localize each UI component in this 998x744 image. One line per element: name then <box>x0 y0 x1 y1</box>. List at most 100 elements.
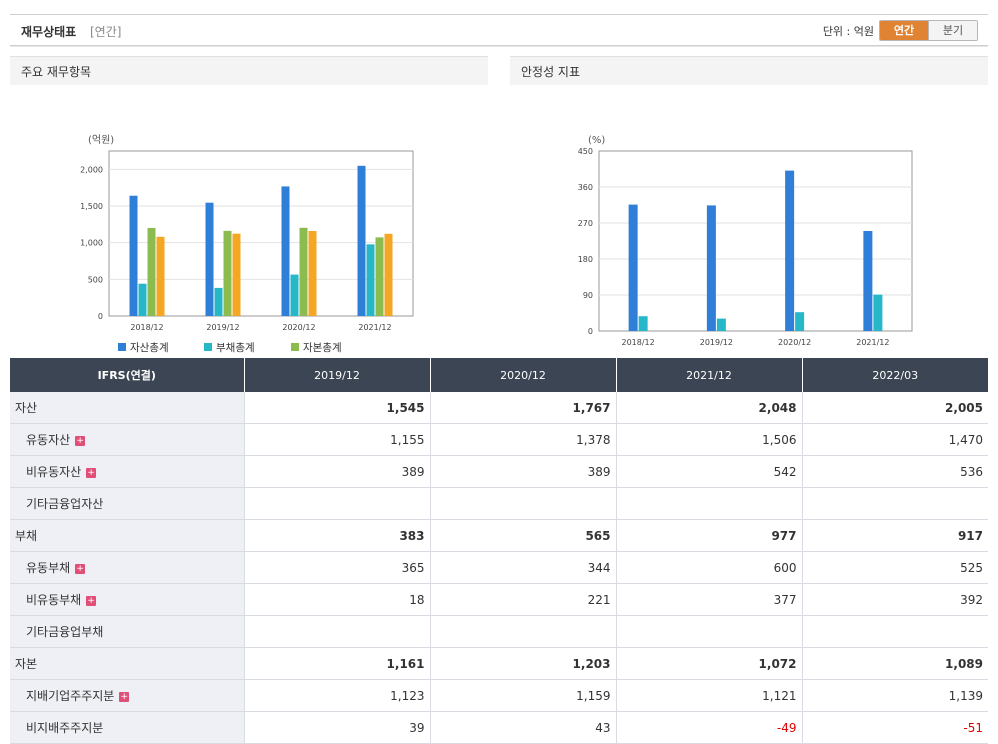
value-cell: -51 <box>801 711 988 744</box>
y-tick-label: 450 <box>578 147 593 156</box>
table-row: 유동부채 +365 344 600 525 <box>10 551 988 584</box>
value-cell: 1,123 <box>243 679 430 712</box>
major-items-panel: 주요 재무항목 (억원) 0 500 1,000 1,500 2,000 2018/12 20… <box>10 56 488 369</box>
table-row: 비유동자산 +389 389 542 536 <box>10 455 988 488</box>
value-cell: 377 <box>615 583 802 616</box>
value-cell: 1,121 <box>615 679 802 712</box>
table-row: 지배기업주주지분 +1,123 1,159 1,121 1,139 <box>10 679 988 712</box>
expand-plus-icon[interactable]: + <box>86 468 97 478</box>
value-cell <box>429 615 616 648</box>
stability-panel: 안정성 지표 (%) 0 90 180 270 360 450 2018/12 2019/12 2… <box>510 56 988 369</box>
major-items-chart: (억원) 0 500 1,000 1,500 2,000 2018/12 2019/12 202… <box>80 134 414 369</box>
period-toggle: 연간 분기 <box>879 20 978 41</box>
column-header-ifrs: IFRS(연결) <box>10 358 244 392</box>
value-cell <box>243 487 430 520</box>
expand-plus-icon[interactable]: + <box>119 692 130 702</box>
y-tick-label: 0 <box>98 312 103 321</box>
y-tick-label: 0 <box>588 327 593 336</box>
value-cell: 221 <box>429 583 616 616</box>
x-tick-label: 2018/12 <box>622 338 655 347</box>
bar <box>223 230 232 316</box>
value-cell: 1,203 <box>429 647 616 680</box>
value-cell: 1,767 <box>429 392 616 424</box>
row-label-cell: 비지배주주지분 <box>10 711 244 744</box>
row-label: 비지배주주지분 <box>26 721 104 735</box>
bar <box>232 233 241 316</box>
value-cell: 1,089 <box>801 647 988 680</box>
value-cell: 1,470 <box>801 423 988 456</box>
bar <box>706 205 716 331</box>
legend-swatch <box>204 343 212 351</box>
x-tick-label: 2021/12 <box>856 338 889 347</box>
value-cell: 1,506 <box>615 423 802 456</box>
row-label: 유동부채 <box>26 561 71 575</box>
x-tick-label: 2019/12 <box>206 323 239 332</box>
expand-plus-icon[interactable]: + <box>75 436 86 446</box>
table-row: 유동자산 +1,155 1,378 1,506 1,470 <box>10 423 988 456</box>
value-cell: 39 <box>243 711 430 744</box>
row-label: 비유동자산 <box>26 465 82 479</box>
y-tick-label: 500 <box>88 275 103 284</box>
bar <box>384 233 393 316</box>
bar <box>138 283 147 316</box>
period-tag: [연간] <box>90 25 122 39</box>
annual-toggle-button[interactable]: 연간 <box>880 21 928 40</box>
y-tick-label: 360 <box>578 183 593 192</box>
y-axis-label: (억원) <box>88 134 114 146</box>
table-row: 기타금융업부채 <box>10 615 988 648</box>
plot-area <box>598 150 913 332</box>
y-tick-label: 1,500 <box>80 202 103 211</box>
value-cell: 977 <box>615 519 802 552</box>
row-label: 자산 <box>15 401 38 415</box>
table-row: 비지배주주지분 39 43 -49 -51 <box>10 711 988 744</box>
unit-label: 단위 : 억원 <box>822 25 874 38</box>
quarterly-toggle-button[interactable]: 분기 <box>928 21 977 40</box>
value-cell <box>801 615 988 648</box>
row-label: 비유동부채 <box>26 593 82 607</box>
row-label-cell: 자산 <box>10 392 244 424</box>
value-cell: 1,159 <box>429 679 616 712</box>
x-tick-label: 2018/12 <box>130 323 163 332</box>
row-label-cell: 지배기업주주지분 + <box>10 679 244 712</box>
bar <box>281 186 290 316</box>
value-cell: 1,155 <box>243 423 430 456</box>
column-header: 2020/12 <box>429 358 616 392</box>
table-row: 자산 1,545 1,767 2,048 2,005 <box>10 392 988 424</box>
bar <box>357 165 366 316</box>
row-label: 유동자산 <box>26 433 71 447</box>
legend-label: 부채총계 <box>216 342 255 354</box>
table-header-row: IFRS(연결) 2019/12 2020/12 2021/12 2022/03 <box>10 358 988 392</box>
bar <box>299 227 308 316</box>
row-label: 기타금융업부채 <box>26 625 104 639</box>
value-cell: 525 <box>801 551 988 584</box>
value-cell: 2,048 <box>615 392 802 424</box>
legend-label: 자본총계 <box>303 342 342 354</box>
table-row: 기타금융업자산 <box>10 487 988 520</box>
legend-swatch <box>291 343 299 351</box>
y-tick-label: 270 <box>578 219 593 228</box>
bar <box>628 204 638 331</box>
value-cell: 43 <box>429 711 616 744</box>
y-tick-label: 1,000 <box>80 239 103 248</box>
value-cell: 344 <box>429 551 616 584</box>
row-label-cell: 기타금융업자산 <box>10 487 244 520</box>
row-label: 부채 <box>15 529 38 543</box>
bar <box>795 312 805 331</box>
value-cell: 1,545 <box>243 392 430 424</box>
table-row: 부채 383 565 977 917 <box>10 519 988 552</box>
y-tick-label: 2,000 <box>80 165 103 174</box>
x-tick-label: 2019/12 <box>700 338 733 347</box>
value-cell: -49 <box>615 711 802 744</box>
bar <box>716 318 726 331</box>
row-label-cell: 비유동자산 + <box>10 455 244 488</box>
y-axis-label: (%) <box>588 135 605 146</box>
y-tick-label: 90 <box>583 291 593 300</box>
value-cell: 2,005 <box>801 392 988 424</box>
value-cell: 1,378 <box>429 423 616 456</box>
legend-swatch <box>118 343 126 351</box>
bar <box>375 237 384 316</box>
value-cell: 536 <box>801 455 988 488</box>
expand-plus-icon[interactable]: + <box>75 564 86 574</box>
stability-chart: (%) 0 90 180 270 360 450 2018/12 2019/12 2020/12 2… <box>578 135 913 369</box>
expand-plus-icon[interactable]: + <box>86 596 97 606</box>
